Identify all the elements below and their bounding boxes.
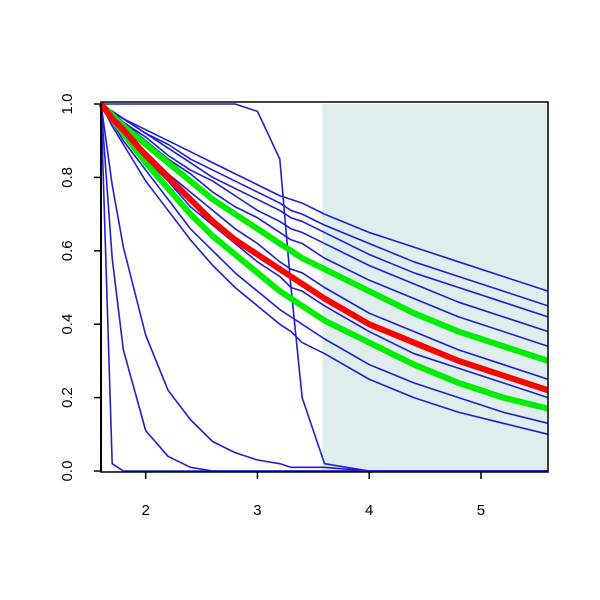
series-line bbox=[100, 103, 549, 333]
series-line bbox=[100, 103, 549, 292]
series-line bbox=[100, 103, 549, 425]
series-line bbox=[100, 103, 549, 436]
x-tick-label: 5 bbox=[477, 502, 485, 519]
y-tick-label: 0.2 bbox=[59, 387, 76, 408]
series-line bbox=[98, 101, 549, 364]
x-tick-label: 2 bbox=[142, 502, 150, 519]
x-tick-label: 4 bbox=[365, 502, 373, 519]
y-tick-label: 1.0 bbox=[59, 94, 76, 115]
series-line bbox=[101, 103, 548, 472]
y-tick-label: 0.4 bbox=[59, 314, 76, 335]
y-tick-label: 0.8 bbox=[59, 167, 76, 188]
series-line bbox=[100, 103, 549, 318]
y-tick-label: 0.6 bbox=[59, 240, 76, 261]
series-line bbox=[98, 102, 549, 412]
y-tick-label: 0.0 bbox=[59, 461, 76, 482]
series-line bbox=[98, 102, 549, 394]
x-tick-label: 3 bbox=[253, 502, 261, 519]
